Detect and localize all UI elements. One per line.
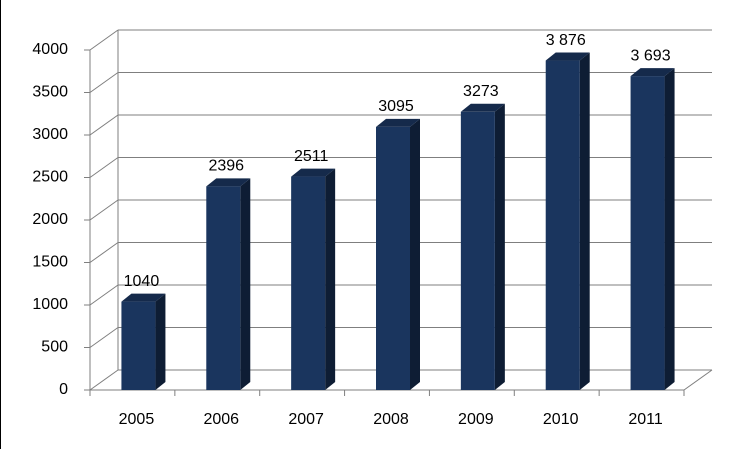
bar xyxy=(545,60,580,390)
grid-line xyxy=(89,284,119,306)
y-tick-label: 500 xyxy=(41,339,68,356)
x-tick-label: 2011 xyxy=(628,411,663,428)
x-tick-label: 2006 xyxy=(203,411,239,428)
bar-top xyxy=(460,103,505,112)
x-tick-label: 2009 xyxy=(458,411,494,428)
bar-top xyxy=(545,52,590,61)
data-label: 3095 xyxy=(378,98,414,115)
bar-side xyxy=(155,293,166,390)
bar-side xyxy=(240,178,251,390)
y-tick-label: 1000 xyxy=(32,296,68,313)
bar xyxy=(376,126,410,391)
bar xyxy=(291,176,326,390)
bar xyxy=(460,111,495,391)
data-label: 2396 xyxy=(208,158,244,175)
grid-line xyxy=(89,369,119,391)
data-label: 3 693 xyxy=(631,47,671,64)
data-label: 3 876 xyxy=(546,32,586,49)
bar xyxy=(630,76,665,390)
bar-top xyxy=(291,168,336,177)
y-tick-label: 0 xyxy=(59,381,68,398)
x-tick-label: 2005 xyxy=(119,411,155,428)
bar xyxy=(206,186,241,390)
grid-line xyxy=(89,199,119,221)
data-label: 2511 xyxy=(294,148,329,165)
bar-side xyxy=(410,118,420,391)
bar-side xyxy=(579,52,590,390)
grid-line xyxy=(89,29,119,51)
x-tick-label: 2010 xyxy=(543,411,579,428)
bar xyxy=(121,301,156,390)
grid-line xyxy=(89,157,119,178)
x-tick-label: 2008 xyxy=(373,411,409,428)
y-tick-label: 2500 xyxy=(32,169,68,186)
bar-top xyxy=(630,68,675,77)
grid-line xyxy=(89,72,119,93)
y-tick-label: 4000 xyxy=(32,41,68,58)
bar-side xyxy=(494,103,505,391)
bar-side xyxy=(325,168,336,390)
grid-line xyxy=(89,242,119,263)
grid-line xyxy=(89,327,119,348)
floor-line xyxy=(683,369,713,391)
x-tick-label: 2007 xyxy=(288,411,324,428)
y-tick-label: 1500 xyxy=(32,254,68,271)
data-label: 1040 xyxy=(124,273,160,290)
bar-top xyxy=(121,293,166,302)
grid-line xyxy=(89,114,119,136)
bar-side xyxy=(664,68,675,390)
y-tick-label: 3000 xyxy=(32,126,68,143)
y-tick-label: 2000 xyxy=(32,211,68,228)
data-label: 3273 xyxy=(463,83,499,100)
bar-top xyxy=(376,118,420,127)
y-tick-label: 3500 xyxy=(32,84,68,101)
bar-top xyxy=(206,178,251,187)
